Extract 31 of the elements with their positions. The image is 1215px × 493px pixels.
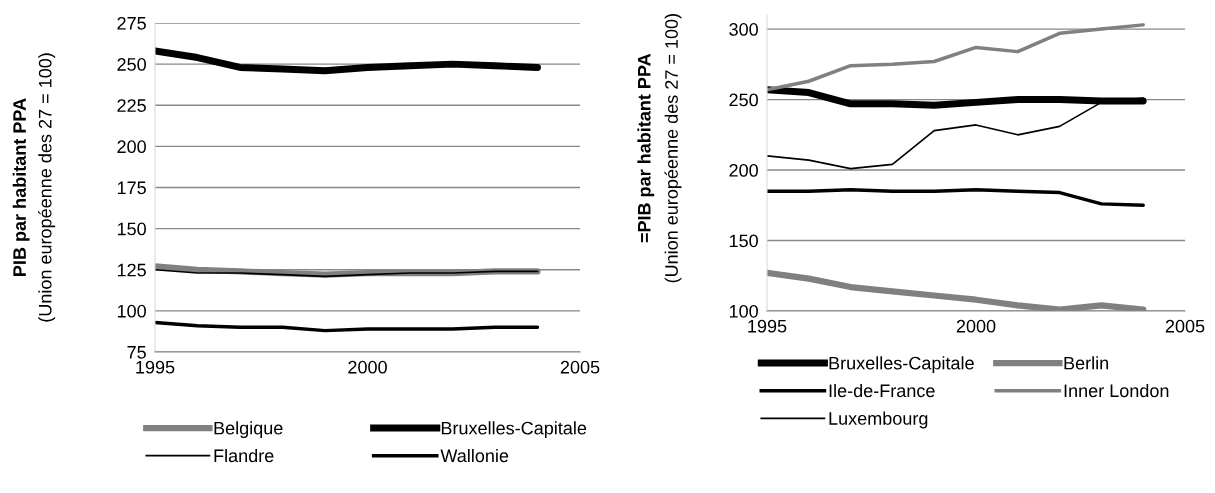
legend-label: Luxembourg xyxy=(829,411,928,429)
y-tick-label: 225 xyxy=(117,99,146,112)
x-tick-label: 2000 xyxy=(956,319,996,333)
legend-label: Flandre xyxy=(214,448,274,463)
y-tick-label: 100 xyxy=(729,304,758,318)
y-axis-title: =PIB par habitant PPA (Union européenne des 27 = 100) xyxy=(637,14,682,283)
y-axis-title: PIB par habitant PPA (Union européenne des 27 = 100) xyxy=(12,53,56,322)
y-tick-label: 250 xyxy=(729,93,758,107)
y-tick-label: 100 xyxy=(117,304,146,318)
legend-label: Bruxelles-Capitale xyxy=(441,421,587,439)
y-tick-label: 250 xyxy=(117,58,146,71)
y-tick-label: 150 xyxy=(729,234,758,248)
x-tick-label: 1995 xyxy=(748,319,787,333)
y-tick-label: 275 xyxy=(117,16,146,30)
legend-label: Inner London xyxy=(1064,383,1169,398)
x-tick-label: 1995 xyxy=(136,360,175,374)
x-tick-label: 2000 xyxy=(348,360,387,374)
legend-label: Ile-de-France xyxy=(829,383,935,398)
y-tick-label: 200 xyxy=(729,163,758,177)
y-tick-label: 200 xyxy=(117,140,146,154)
y-tick-label: 75 xyxy=(127,346,146,359)
y-tick-label: 175 xyxy=(117,181,146,195)
y-tick-label: 300 xyxy=(729,23,758,36)
legend-label: Belgique xyxy=(214,421,283,439)
legend-label: Berlin xyxy=(1064,356,1109,370)
y-tick-label: 150 xyxy=(117,222,146,236)
legend-label: Wallonie xyxy=(440,448,509,463)
x-tick-label: 2005 xyxy=(560,360,600,374)
legend-label: Bruxelles-Capitale xyxy=(829,356,974,374)
x-tick-label: 2005 xyxy=(1165,319,1205,333)
y-tick-label: 125 xyxy=(117,263,146,277)
